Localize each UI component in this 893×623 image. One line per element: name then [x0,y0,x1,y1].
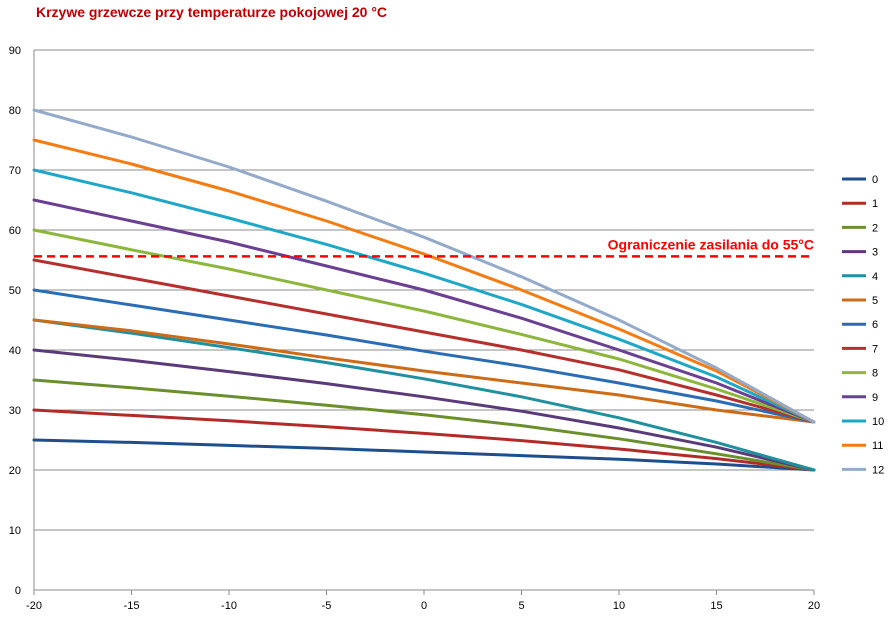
series-line-5 [32,318,816,424]
series-line-0 [32,438,816,472]
legend-label-7: 7 [872,343,878,355]
chart-title: Krzywe grzewcze przy temperaturze pokojo… [36,4,387,20]
series-line-7 [32,258,816,424]
x-tick-label: 10 [613,600,625,612]
legend-label-3: 3 [872,247,878,259]
x-axis-ticks: -20 -15 -10 -5 0 5 10 15 20 [26,590,820,612]
x-tick-label: -5 [322,600,332,612]
legend-label-9: 9 [872,392,878,404]
legend-label-0: 0 [872,174,878,186]
legend-label-8: 8 [872,368,878,380]
x-tick-label: 0 [421,600,427,612]
y-tick-label: 30 [9,405,21,417]
y-tick-label: 20 [9,465,21,477]
series-line-3 [32,348,816,472]
y-tick-label: 80 [9,105,21,117]
legend-label-12: 12 [872,464,884,476]
axes [33,50,814,591]
series-line-8 [32,228,816,424]
series-line-1 [32,408,816,472]
supply-limit-annotation: Ograniczenie zasilania do 55°C [34,236,814,258]
series-line-10 [32,168,816,424]
supply-limit-label: Ograniczenie zasilania do 55°C [608,236,814,252]
series-lines [32,108,816,472]
series-line-12 [32,108,816,424]
y-tick-label: 40 [9,345,21,357]
x-tick-label: -15 [124,600,140,612]
legend-label-1: 1 [872,198,878,210]
legend-label-6: 6 [872,319,878,331]
legend-label-11: 11 [872,440,883,452]
legend-label-10: 10 [872,416,884,428]
x-tick-label: -10 [221,600,237,612]
y-tick-label: 50 [9,285,21,297]
y-axis-ticks: 0 10 20 30 40 50 60 70 80 90 [9,45,21,597]
x-tick-label: 5 [518,600,524,612]
series-line-11 [32,138,816,424]
series-line-2 [32,378,816,472]
y-tick-label: 90 [9,45,21,57]
legend-label-2: 2 [872,222,878,234]
y-tick-label: 10 [9,525,21,537]
y-tick-label: 60 [9,225,21,237]
y-tick-label: 70 [9,165,21,177]
x-tick-label: -20 [26,600,42,612]
legend-label-4: 4 [872,271,878,283]
series-line-9 [32,198,816,424]
legend-label-5: 5 [872,295,878,307]
y-tick-label: 0 [15,585,21,597]
series-line-4 [32,318,816,472]
x-tick-label: 20 [808,600,820,612]
x-tick-label: 15 [710,600,722,612]
series-line-6 [32,288,816,424]
